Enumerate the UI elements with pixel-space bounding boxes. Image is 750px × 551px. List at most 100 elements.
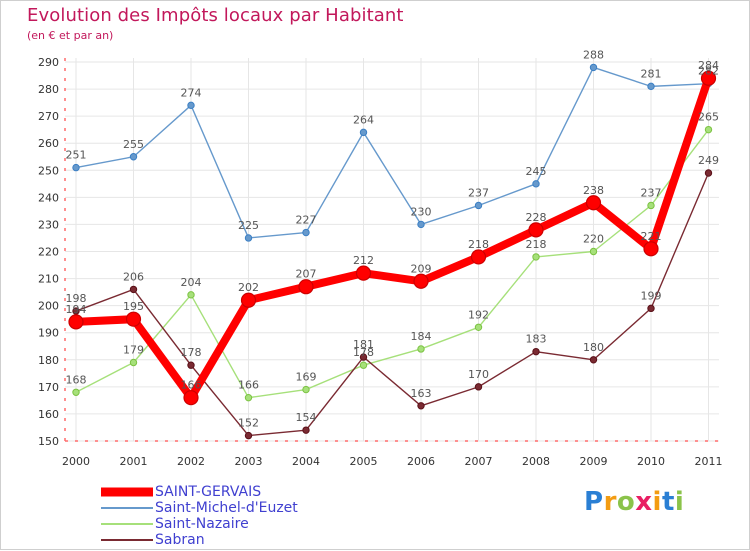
data-point xyxy=(647,201,655,210)
data-label: 202 xyxy=(238,281,259,294)
data-point xyxy=(474,323,483,331)
data-point xyxy=(417,220,425,229)
data-point xyxy=(359,353,368,361)
data-point xyxy=(700,70,717,86)
data-label: 163 xyxy=(411,387,432,400)
data-label: 218 xyxy=(468,238,489,251)
data-point xyxy=(72,307,80,315)
data-label: 227 xyxy=(296,214,317,227)
data-point xyxy=(187,291,195,299)
data-label: 184 xyxy=(411,330,432,343)
legend-label: Saint-Nazaire xyxy=(155,516,249,532)
data-point xyxy=(68,314,84,330)
x-tick-label: 2001 xyxy=(120,455,148,468)
y-tick-label: 190 xyxy=(38,327,59,340)
data-point xyxy=(187,101,195,110)
data-point xyxy=(359,128,368,137)
data-point xyxy=(359,361,368,369)
legend-item: SAINT-GERVAIS xyxy=(101,484,361,500)
data-point xyxy=(528,222,544,238)
y-tick-label: 210 xyxy=(38,273,59,286)
y-tick-label: 280 xyxy=(38,83,59,96)
data-point xyxy=(244,393,253,402)
legend-swatch xyxy=(101,539,153,541)
data-label: 178 xyxy=(353,346,374,359)
proxiti-logo: Proxiti xyxy=(584,487,684,517)
data-label: 204 xyxy=(181,276,202,289)
legend-label: Sabran xyxy=(155,532,205,548)
data-point xyxy=(417,345,425,353)
data-label: 183 xyxy=(526,333,547,346)
data-label: 230 xyxy=(411,205,432,218)
data-label: 282 xyxy=(698,65,719,78)
data-point xyxy=(532,180,540,188)
logo-letter: i xyxy=(652,487,662,517)
data-label: 221 xyxy=(641,230,662,243)
y-tick-label: 260 xyxy=(38,137,59,150)
y-tick-label: 170 xyxy=(38,381,59,394)
data-label: 209 xyxy=(411,262,432,275)
data-label: 168 xyxy=(66,373,87,386)
legend-item: Sabran xyxy=(101,532,361,548)
data-label: 195 xyxy=(123,300,144,313)
data-point xyxy=(417,402,425,410)
logo-letter: P xyxy=(584,487,604,517)
legend: SAINT-GERVAIS Saint-Michel-d'Euzet Saint-N… xyxy=(101,484,361,548)
y-tick-label: 220 xyxy=(38,246,59,259)
data-point xyxy=(187,361,195,369)
x-tick-label: 2000 xyxy=(62,455,90,468)
legend-swatch xyxy=(101,523,153,525)
chart-subtitle: (en € et par an) xyxy=(27,29,114,42)
logo-letter: r xyxy=(603,487,617,517)
x-tick-label: 2010 xyxy=(637,455,665,468)
data-point xyxy=(589,247,598,256)
data-label: 237 xyxy=(641,186,662,199)
data-label: 198 xyxy=(66,292,87,305)
y-tick-label: 180 xyxy=(38,354,59,367)
data-point xyxy=(704,125,713,134)
series-line xyxy=(75,128,710,399)
data-point xyxy=(302,426,310,434)
data-label: 264 xyxy=(353,113,374,126)
data-point xyxy=(125,311,142,327)
data-point xyxy=(532,347,540,356)
y-tick-label: 250 xyxy=(38,164,59,177)
data-label: 249 xyxy=(698,154,719,167)
data-label: 265 xyxy=(698,111,719,124)
data-label: 220 xyxy=(583,233,604,246)
data-point xyxy=(589,63,598,72)
x-tick-label: 2003 xyxy=(235,455,263,468)
data-point xyxy=(302,385,310,394)
data-label: 166 xyxy=(181,379,202,392)
data-label: 281 xyxy=(641,67,662,80)
x-tick-label: 2002 xyxy=(177,455,205,468)
data-label: 192 xyxy=(468,308,489,321)
data-point xyxy=(704,169,713,177)
data-label: 225 xyxy=(238,219,259,232)
data-point xyxy=(298,279,314,295)
x-tick-label: 2007 xyxy=(465,455,493,468)
data-point xyxy=(585,195,602,211)
data-point xyxy=(474,201,483,210)
legend-item: Saint-Nazaire xyxy=(101,516,361,532)
series-line xyxy=(72,74,713,402)
data-label: 207 xyxy=(296,268,317,281)
x-tick-label: 2011 xyxy=(695,455,723,468)
data-label: 251 xyxy=(66,149,87,162)
chart-title: Evolution des Impôts locaux par Habitant xyxy=(27,5,404,26)
data-label: 245 xyxy=(526,165,547,178)
data-point xyxy=(643,241,659,257)
logo-letter: t xyxy=(661,487,675,517)
data-point xyxy=(302,228,310,237)
plot-background xyxy=(65,58,719,441)
data-point xyxy=(244,234,253,242)
data-point xyxy=(244,431,253,440)
data-label: 212 xyxy=(353,254,374,267)
x-tick-label: 2006 xyxy=(407,455,435,468)
legend-label: Saint-Michel-d'Euzet xyxy=(155,500,298,516)
data-label: 154 xyxy=(296,411,317,424)
x-tick-label: 2005 xyxy=(350,455,378,468)
y-tick-label: 150 xyxy=(38,435,59,448)
data-point xyxy=(589,356,598,364)
